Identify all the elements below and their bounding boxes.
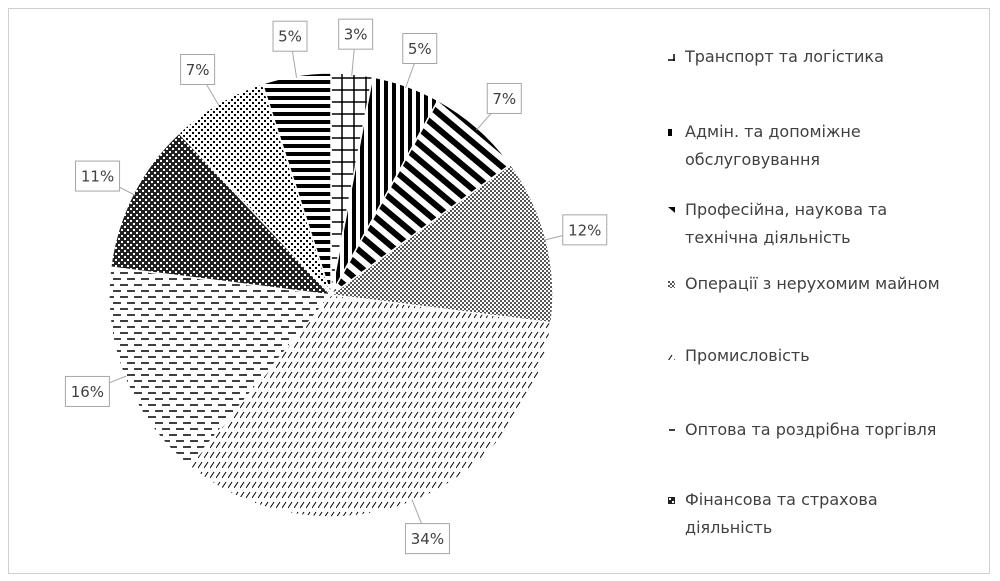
legend-item: Адмін. та допоміжне обслуговування (668, 118, 968, 174)
legend-swatch (668, 207, 675, 214)
label-box (75, 160, 121, 192)
legend-swatch (668, 281, 675, 288)
legend-label: Промисловість (685, 346, 810, 365)
data-label: 16% (71, 383, 104, 401)
legend-swatch (668, 497, 675, 504)
legend-swatch-fill (668, 353, 675, 360)
legend-label: Транспорт та логістика (685, 47, 884, 66)
legend-swatch-fill (668, 207, 675, 214)
data-label: 5% (278, 28, 302, 46)
legend-swatch-fill (668, 129, 675, 136)
legend-swatch (668, 54, 675, 61)
label-box (272, 20, 308, 52)
legend-swatch (668, 353, 675, 360)
label-box (486, 82, 522, 114)
chart-frame (8, 8, 990, 574)
label-box (180, 53, 216, 85)
legend-label: Оптова та роздрібна торгівля (685, 420, 937, 439)
legend-swatch (668, 427, 675, 434)
label-box (64, 375, 110, 407)
legend-label: Професійна, наукова та технічна діяльніс… (685, 200, 888, 247)
legend-swatch-fill (668, 497, 675, 504)
data-label: 7% (492, 90, 516, 108)
legend-swatch-fill (668, 54, 675, 61)
legend-item: Фінансова та страхова діяльність (668, 486, 968, 542)
data-label: 5% (408, 40, 432, 58)
legend-item: Транспорт та логістика (668, 43, 968, 71)
label-box (338, 18, 374, 50)
legend-swatch-fill (668, 427, 675, 434)
legend-swatch (668, 129, 675, 136)
legend-label: Фінансова та страхова діяльність (685, 490, 878, 537)
legend-item: Промисловість (668, 342, 968, 370)
legend-swatch-fill (668, 281, 675, 288)
data-label: 12% (568, 221, 601, 239)
label-box (402, 32, 438, 64)
legend-item: Професійна, наукова та технічна діяльніс… (668, 196, 968, 252)
data-label: 11% (81, 168, 114, 186)
legend-item: Операції з нерухомим майном (668, 270, 968, 298)
label-box (562, 214, 608, 246)
legend-label: Операції з нерухомим майном (685, 274, 940, 293)
data-label: 7% (186, 61, 210, 79)
legend-item: Оптова та роздрібна торгівля (668, 416, 968, 444)
legend-label: Адмін. та допоміжне обслуговування (685, 122, 861, 169)
label-box (404, 523, 450, 555)
data-label: 3% (344, 26, 368, 44)
data-label: 34% (411, 530, 444, 548)
